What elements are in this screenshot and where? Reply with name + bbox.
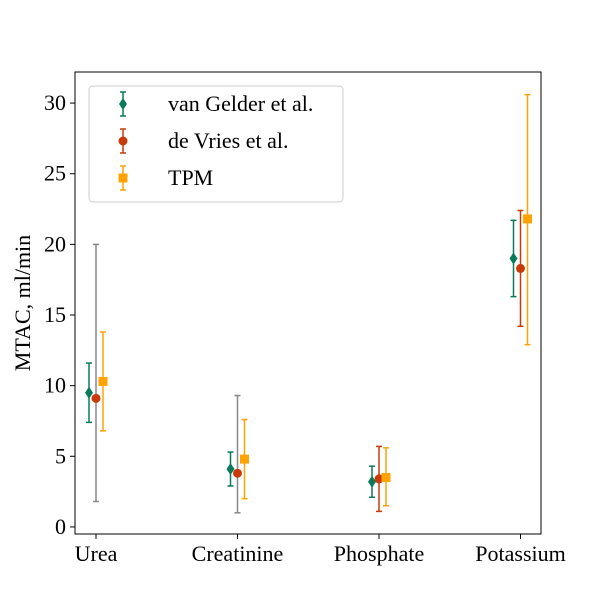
legend-entry: van Gelder et al.: [119, 91, 313, 117]
legend-entries: van Gelder et al. de Vries et al. TPM: [118, 91, 313, 191]
legend-marker: [118, 173, 128, 183]
extra-error-bar: [234, 394, 241, 514]
x-tick-label: Potassium: [475, 541, 565, 566]
y-tick-label: 5: [55, 443, 66, 468]
data-point: [91, 393, 101, 403]
data-point: [233, 468, 242, 478]
data-point: [374, 474, 384, 484]
y-tick-label: 10: [44, 373, 66, 398]
data-point: [226, 463, 235, 476]
axes: 0 5 10 15 20 25 30 Urea Creatinine Phosphate Potas…: [44, 90, 566, 566]
x-tick-label: Phosphate: [334, 541, 424, 566]
x-tick-label: Urea: [75, 541, 118, 566]
data-point: [523, 214, 532, 224]
data-point: [368, 475, 376, 488]
data-point: [85, 386, 93, 399]
legend-entry: TPM: [118, 165, 213, 191]
extra-error-bar: [93, 243, 99, 503]
y-axis-label: MTAC, ml/min: [10, 235, 35, 371]
legend: van Gelder et al. de Vries et al. TPM: [88, 85, 344, 203]
x-tick-label: Creatinine: [192, 541, 284, 566]
legend-label: van Gelder et al.: [168, 91, 313, 116]
y-tick-label: 30: [44, 90, 66, 115]
y-tick-label: 0: [55, 514, 66, 539]
data-point: [516, 263, 525, 273]
legend-label: TPM: [168, 165, 213, 190]
data-point: [240, 454, 249, 464]
series-square: [98, 93, 532, 507]
legend-entry: de Vries et al.: [118, 128, 288, 154]
chart-marks: [85, 93, 532, 514]
legend-marker: [118, 136, 128, 146]
legend-box: [88, 85, 344, 203]
series-circle: [91, 209, 525, 513]
plot-frame: [74, 71, 542, 535]
y-tick-label: 20: [44, 231, 66, 256]
legend-label: de Vries et al.: [168, 128, 288, 153]
legend-marker: [119, 98, 127, 110]
data-point: [509, 252, 518, 265]
y-tick-label: 15: [44, 302, 66, 327]
series-diamond: [85, 219, 518, 499]
data-point: [98, 376, 108, 386]
y-tick-label: 25: [44, 161, 66, 186]
data-point: [381, 472, 391, 482]
